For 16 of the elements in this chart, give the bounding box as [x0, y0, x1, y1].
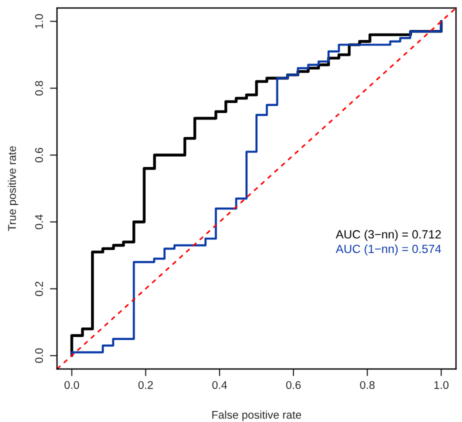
y-tick-label: 0.0 [35, 348, 43, 363]
x-axis-title: False positive rate [212, 410, 302, 421]
x-tick-label: 0.4 [212, 381, 227, 389]
x-tick-label: 0.2 [138, 381, 153, 389]
x-tick-label: 0.6 [286, 381, 301, 389]
y-tick-label: 1.0 [35, 14, 43, 28]
y-tick-label: 0.2 [35, 282, 43, 296]
y-tick-label: 0.8 [35, 80, 43, 96]
text: AUC (1−nn) = 0.574 [336, 244, 442, 256]
x-tick-label: 0.8 [360, 381, 375, 389]
y-tick-label: 0.4 [35, 214, 43, 230]
y-tick-label: 0.6 [35, 148, 43, 162]
y-axis-title: True positive rate [8, 146, 18, 231]
x-tick-label: 0.0 [64, 381, 80, 389]
text: AUC (3−nn) = 0.712 [336, 230, 441, 241]
x-tick-label: 1.0 [434, 381, 449, 389]
